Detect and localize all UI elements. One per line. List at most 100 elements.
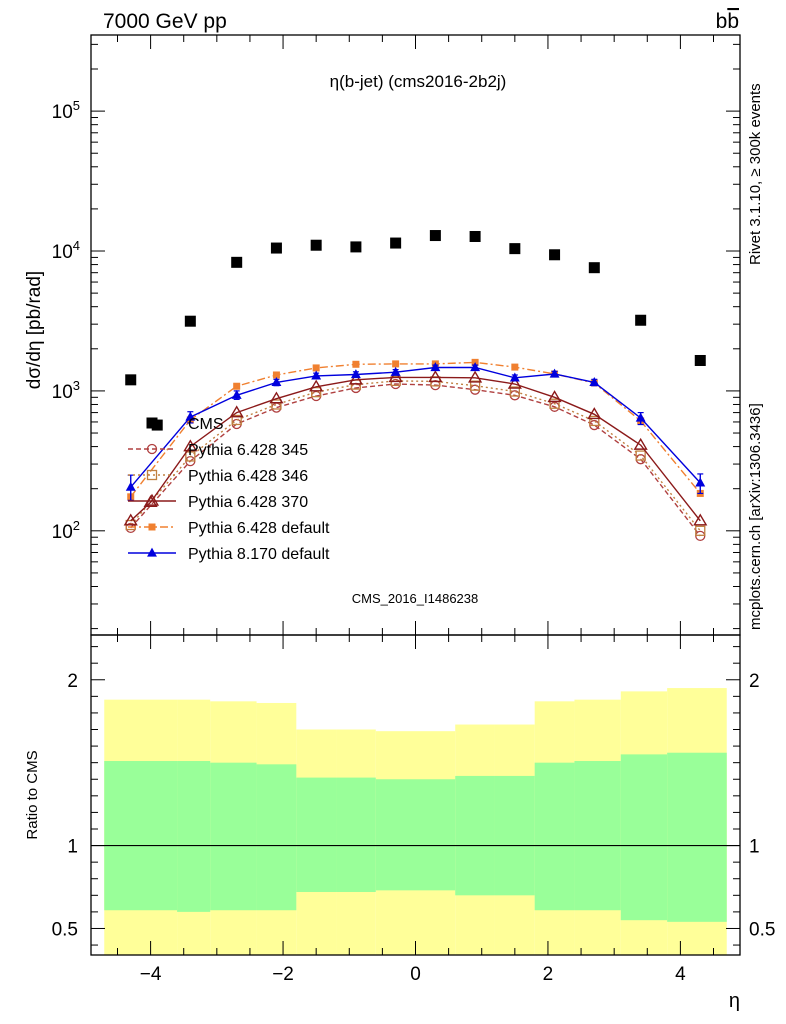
- uncertainty-band-inner: [177, 761, 211, 912]
- legend-entry: Pythia 8.170 default: [188, 546, 330, 563]
- data-point: [271, 377, 282, 387]
- data-point: [390, 366, 401, 376]
- data-point: [185, 451, 196, 462]
- data-point: [312, 364, 320, 372]
- ratio-panel: 0.5 0.5 1 1 2 2 −4 −2 0 2 4 Ratio to CMS η: [24, 634, 775, 1012]
- ratio-y-tick-label-right: 2: [749, 671, 760, 692]
- data-point: [633, 437, 648, 450]
- data-point: [469, 230, 481, 242]
- series-1: [125, 378, 706, 542]
- ratio-y-tick-label: 0.5: [52, 919, 78, 940]
- data-point: [233, 382, 241, 390]
- main-panel: CMS Pythia 6.428 345 Pythia 6.428 346 Pythi…: [24, 34, 741, 636]
- ratio-y-tick-label-right: 0.5: [749, 919, 775, 940]
- data-point: [509, 243, 521, 255]
- header-energy-label: 7000 GeV pp: [103, 10, 227, 33]
- data-point: [549, 368, 560, 378]
- data-point: [310, 239, 322, 251]
- data-point: [392, 360, 400, 368]
- x-tick-label: 2: [543, 964, 554, 985]
- data-point: [635, 450, 646, 461]
- series-line-3: [130, 376, 701, 522]
- data-point: [509, 372, 520, 382]
- ratio-y-axis-label: Ratio to CMS: [24, 750, 41, 839]
- series-5: [125, 362, 706, 501]
- data-point: [549, 398, 560, 409]
- ratio-marks-layer: [91, 688, 740, 955]
- uncertainty-band-inner: [104, 761, 178, 911]
- data-point: [588, 262, 600, 274]
- data-point: [231, 414, 242, 426]
- x-tick-label: −2: [272, 964, 294, 985]
- data-point: [388, 370, 403, 383]
- legend-marker: [146, 443, 158, 455]
- uncertainty-band-inner: [336, 777, 376, 892]
- data-point: [693, 513, 708, 526]
- y-tick-label: 103: [52, 378, 80, 403]
- legend-marker: [144, 493, 160, 506]
- data-point: [311, 370, 322, 380]
- data-point: [271, 399, 282, 410]
- legend-entry: Pythia 6.428 default: [188, 520, 330, 537]
- data-point: [635, 314, 647, 326]
- data-point: [183, 439, 198, 452]
- data-point: [587, 407, 602, 420]
- data-point: [695, 525, 706, 536]
- legend-entry: CMS: [188, 416, 224, 433]
- x-tick-label: 0: [410, 964, 421, 985]
- data-point: [470, 362, 481, 372]
- y-tick-label: 105: [52, 98, 80, 123]
- data-point: [231, 256, 243, 268]
- header-process-label: bb: [716, 10, 739, 33]
- series-3: [123, 370, 708, 526]
- series-0: [125, 230, 706, 431]
- mcplots-reference-label: mcplots.cern.ch [arXiv:1306.3436]: [747, 403, 764, 630]
- data-point: [589, 415, 600, 427]
- legend-marker: [146, 417, 158, 429]
- legend-entry: Pythia 6.428 345: [188, 442, 308, 459]
- series-2: [125, 375, 706, 536]
- data-point: [269, 391, 284, 404]
- data-point: [272, 371, 280, 379]
- main-frame: [90, 34, 741, 636]
- data-point: [547, 390, 562, 403]
- y-tick-label: 104: [52, 238, 80, 263]
- data-point: [123, 513, 138, 526]
- main-axes: 102 103 104 105: [52, 34, 741, 636]
- data-point: [694, 354, 706, 366]
- series-line-4: [130, 361, 701, 498]
- data-point: [348, 372, 363, 385]
- x-tick-label: −4: [140, 964, 162, 985]
- ratio-y-tick-label-right: 1: [749, 837, 760, 858]
- data-point: [271, 402, 282, 413]
- uncertainty-band-inner: [210, 762, 257, 911]
- data-point: [350, 241, 362, 253]
- data-point: [309, 379, 324, 392]
- data-point: [125, 481, 136, 491]
- legend-entry: Pythia 6.428 346: [188, 468, 308, 485]
- uncertainty-band-inner: [455, 775, 495, 896]
- legend-marker: [148, 523, 156, 531]
- main-y-axis-label: dσ/dη [pb/rad]: [24, 271, 45, 389]
- y-tick-label: 102: [52, 518, 80, 543]
- chart-title: η(b-jet) (cms2016-2b2j): [330, 72, 507, 91]
- uncertainty-band-inner: [256, 764, 297, 911]
- rivet-version-label: Rivet 3.1.10, ≥ 300k events: [747, 83, 764, 265]
- ratio-axes: 0.5 0.5 1 1 2 2 −4 −2 0 2 4: [52, 634, 775, 985]
- data-point: [695, 477, 706, 487]
- legend-entry: Pythia 6.428 370: [188, 494, 308, 511]
- data-point: [185, 411, 196, 421]
- data-point: [350, 369, 361, 379]
- data-point: [469, 380, 481, 391]
- data-point: [125, 374, 137, 386]
- data-point: [430, 362, 441, 372]
- ratio-y-tick-label: 2: [67, 671, 78, 692]
- data-point: [229, 405, 244, 418]
- ratio-y-tick-label: 1: [67, 837, 78, 858]
- uncertainty-band-inner: [534, 762, 575, 911]
- uncertainty-band-inner: [375, 779, 416, 891]
- data-point: [507, 376, 522, 389]
- data-point: [589, 377, 600, 387]
- series-line-5: [130, 366, 701, 488]
